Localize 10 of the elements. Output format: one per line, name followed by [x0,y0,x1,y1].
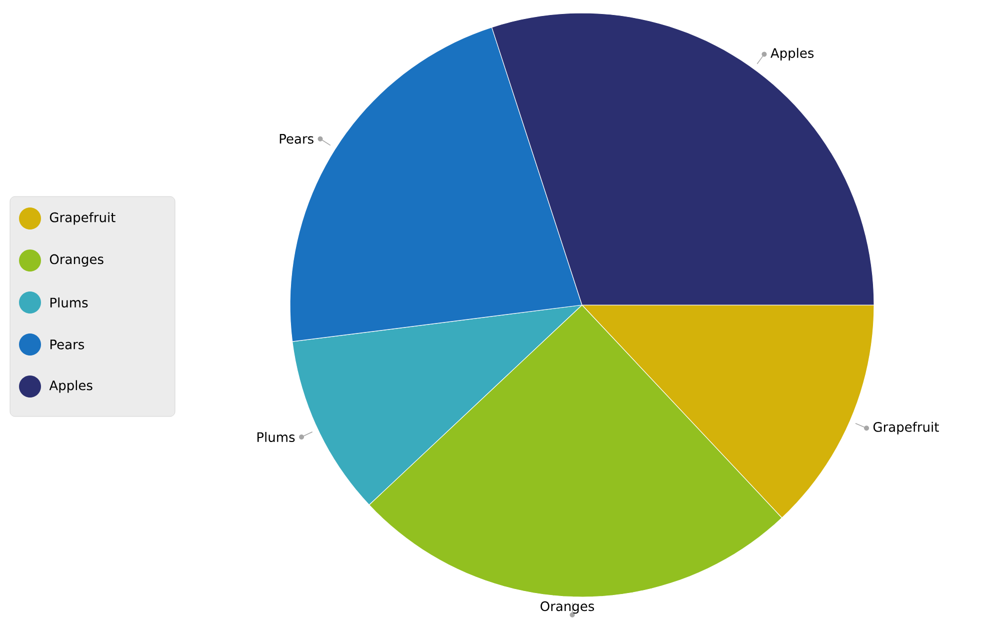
legend-label: Apples [49,380,92,393]
legend-label: Plums [50,297,88,308]
slice-label: Grapefruit [873,422,939,434]
slice-label: Pears [280,134,314,144]
slice-label: Plums [257,432,295,442]
slice-label: Oranges [540,601,594,614]
legend-label: Grapefruit [50,212,116,225]
slice-label: Apples [770,48,814,60]
legend-label: Oranges [50,254,104,267]
legend-label: Pears [50,340,84,350]
